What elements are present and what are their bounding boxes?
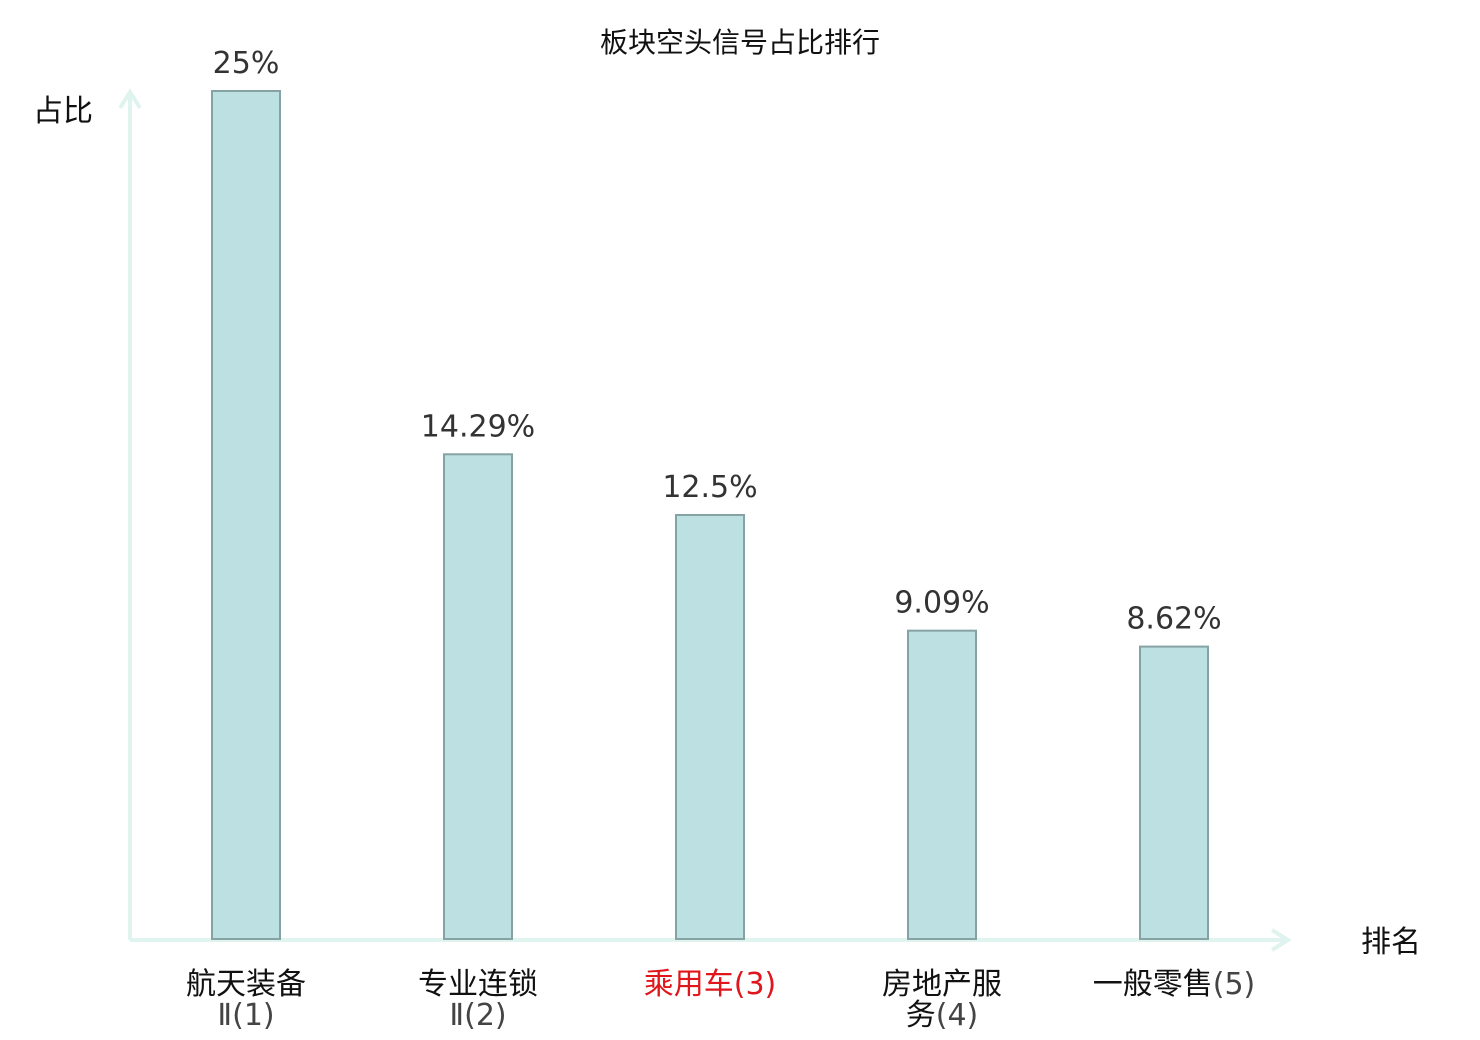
bar-3 bbox=[675, 514, 745, 940]
category-label-3: 乘用车(3) bbox=[644, 967, 777, 1002]
value-label-2: 14.29% bbox=[421, 409, 535, 444]
category-labels-group: 航天装备 Ⅱ(1) 专业连锁 Ⅱ(2) 乘用车(3) 房地产服务(4) 一般零售(5) bbox=[186, 967, 1255, 1033]
y-axis-arrow bbox=[118, 88, 142, 110]
category-label-2: 专业连锁 Ⅱ(2) bbox=[418, 967, 538, 1033]
bar-5 bbox=[1139, 645, 1209, 941]
category-label-4: 房地产服务(4) bbox=[882, 967, 1002, 1033]
x-axis-label: 排名 bbox=[1361, 925, 1421, 960]
bar-1 bbox=[211, 90, 281, 940]
value-label-3: 12.5% bbox=[662, 470, 757, 505]
bars-group bbox=[211, 90, 1209, 941]
category-label-5: 一般零售(5) bbox=[1093, 967, 1256, 1002]
value-label-4: 9.09% bbox=[894, 586, 989, 621]
value-label-5: 8.62% bbox=[1126, 602, 1221, 637]
value-labels-group: 25% 14.29% 12.5% 9.09% 8.62% bbox=[213, 46, 1222, 637]
chart-title: 板块空头信号占比排行 bbox=[600, 26, 880, 59]
bar-4 bbox=[907, 629, 977, 940]
x-axis-arrow bbox=[1270, 928, 1292, 952]
value-label-1: 25% bbox=[213, 46, 280, 81]
y-axis-label: 占比 bbox=[33, 94, 93, 129]
category-label-1: 航天装备 Ⅱ(1) bbox=[186, 967, 306, 1033]
bar-2 bbox=[443, 453, 513, 940]
